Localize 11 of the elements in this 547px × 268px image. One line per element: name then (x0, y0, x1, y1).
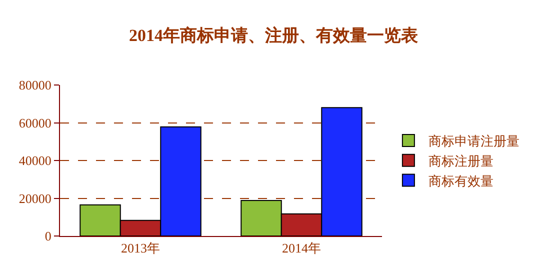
y-tick-label: 40000 (18, 153, 52, 168)
y-tick-label: 20000 (18, 190, 52, 206)
legend-label: 商标申请注册量 (428, 134, 520, 149)
y-tick-label: 80000 (18, 78, 52, 93)
legend-label: 商标注册量 (428, 153, 494, 168)
x-tick-label: 2013年 (121, 240, 160, 256)
y-tick-label: 60000 (18, 115, 52, 130)
chart-title: 2014年商标申请、注册、有效量一览表 (129, 26, 419, 45)
y-tick-label: 0 (44, 228, 52, 244)
x-tick-label: 2014年 (282, 240, 321, 256)
legend-label: 商标有效量 (428, 173, 494, 188)
